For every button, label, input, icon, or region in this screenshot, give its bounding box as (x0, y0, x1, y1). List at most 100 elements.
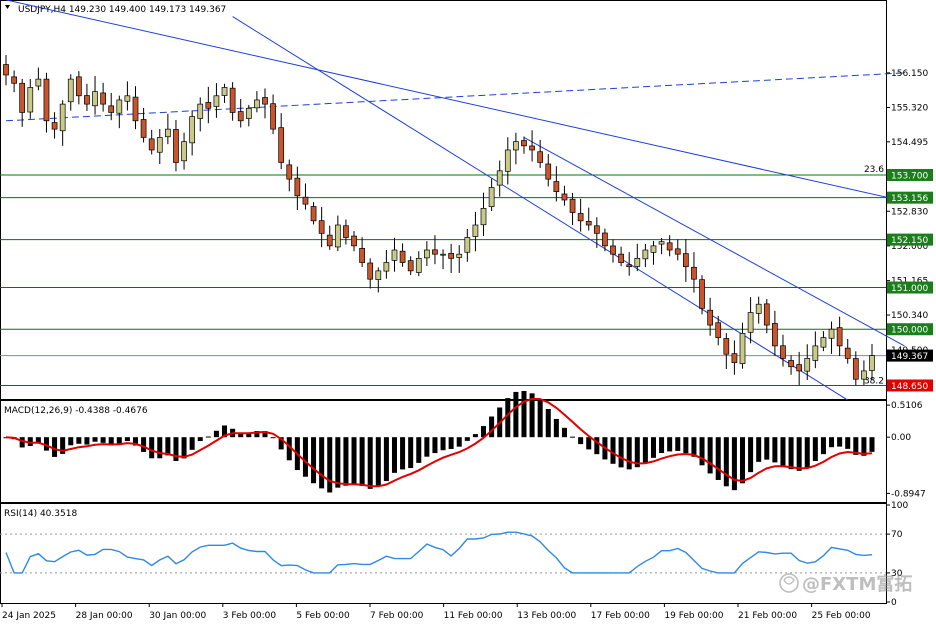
macd-bar (213, 430, 219, 438)
time-label: 3 Feb 00:00 (223, 611, 277, 621)
candle-up (383, 262, 390, 272)
price-box-label: 150.000 (891, 326, 928, 336)
macd-bar (416, 437, 422, 463)
candle-up (156, 137, 163, 153)
macd-bar (659, 437, 665, 454)
candle-up (480, 207, 487, 226)
macd-bar (715, 437, 721, 480)
macd-bar (464, 437, 470, 441)
candle-down (326, 234, 333, 247)
macd-bar (165, 437, 171, 456)
candle-up (59, 103, 66, 132)
candle-up (424, 249, 430, 259)
candle-down (43, 78, 50, 122)
candle-up (189, 116, 196, 144)
macd-bar (489, 416, 495, 438)
macd-bar (837, 437, 843, 447)
price-box-label: 149.367 (891, 352, 928, 362)
macd-bar (812, 437, 818, 462)
macd-bar (440, 437, 446, 451)
candle-up (642, 249, 649, 260)
macd-bar (173, 437, 179, 461)
macd-bar (343, 437, 349, 486)
candle-up (650, 245, 657, 253)
macd-bar (400, 437, 406, 470)
candle-down (302, 196, 309, 205)
macd-bar (618, 437, 624, 468)
collapse-arrow-icon[interactable] (5, 5, 10, 9)
macd-bar (27, 437, 33, 446)
macd-bar (238, 433, 244, 438)
price-box (887, 323, 933, 336)
macd-bar (448, 437, 454, 449)
macd-bar (124, 437, 130, 442)
candle-down (521, 140, 527, 147)
candle-down (691, 266, 697, 280)
candle-down (262, 97, 268, 105)
macd-bar (367, 437, 373, 489)
macd-bar (723, 437, 729, 487)
candle-up (828, 328, 835, 339)
candle-down (780, 345, 786, 359)
price-box (887, 233, 933, 246)
macd-bar (157, 437, 163, 459)
candle-down (772, 323, 778, 347)
candle-down (852, 358, 859, 380)
macd-bar (19, 437, 25, 448)
macd-bar (537, 399, 543, 438)
candle-up (504, 149, 511, 172)
rsi-panel: RSI(14) 40.3518 100 70 30 0 (0, 501, 908, 608)
price-box (887, 168, 933, 181)
price-box (887, 349, 933, 362)
macd-bar (52, 437, 58, 457)
candle-up (861, 370, 867, 380)
candle-down (529, 145, 535, 151)
candle-down (674, 248, 681, 255)
candle-up (804, 358, 811, 372)
candle-down (723, 338, 730, 355)
candle-up (124, 95, 131, 102)
macd-bar (424, 437, 430, 457)
macd-bar (408, 437, 414, 469)
macd-bar (521, 391, 527, 438)
candle-down (836, 327, 843, 347)
macd-bar (132, 437, 139, 446)
candle-down (763, 303, 770, 326)
macd-bar (472, 434, 478, 438)
price-tick-label: 156.150 (891, 69, 928, 79)
candle-down (788, 360, 794, 368)
price-tick-label: 154.495 (891, 138, 928, 148)
macd-bar (375, 437, 381, 487)
price-levels: 23.6 38.2 (0, 165, 886, 386)
macd-tick-label: -0.8947 (891, 489, 926, 499)
candle-down (108, 105, 115, 113)
candle-down (626, 264, 633, 268)
trend-line (523, 137, 905, 347)
candle-down (610, 245, 616, 255)
macd-bar (796, 437, 802, 471)
macd-bar (505, 398, 511, 438)
watermark: @FXTM富拓 (779, 573, 912, 595)
price-tick-label: 152.000 (891, 242, 928, 252)
candle-down (3, 64, 9, 76)
macd-bar (578, 437, 584, 445)
macd-bar (764, 437, 770, 460)
macd-bar (432, 437, 438, 454)
candle-down (229, 87, 236, 113)
macd-bar (642, 437, 648, 463)
macd-bar (699, 437, 705, 466)
rsi-tick-label: 100 (891, 501, 908, 511)
macd-bar (270, 437, 276, 439)
candle-up (165, 128, 171, 138)
candle-up (334, 224, 341, 248)
candle-down (140, 119, 147, 138)
candle-down (432, 249, 438, 255)
price-box-label: 153.700 (891, 171, 928, 181)
candle-down (19, 82, 26, 113)
macd-bar (788, 437, 794, 470)
time-label: 17 Feb 00:00 (591, 611, 650, 621)
candle-up (35, 78, 42, 87)
macd-bar (683, 437, 689, 454)
macd-histogram (3, 391, 875, 493)
candle-down (359, 247, 365, 263)
